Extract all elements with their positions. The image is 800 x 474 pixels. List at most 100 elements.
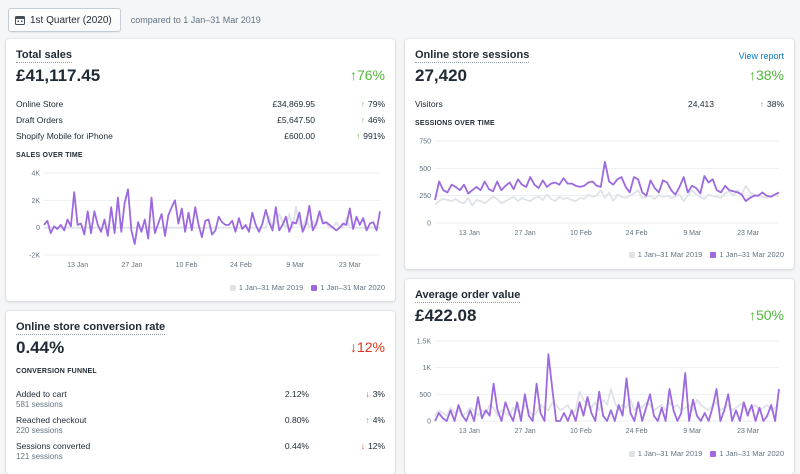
change-value: 3%	[372, 389, 385, 399]
x-tick-label: 13 Jan	[459, 428, 480, 435]
chart-subheading: SALES OVER TIME	[16, 152, 83, 159]
x-tick-label: 23 Mar	[339, 262, 361, 269]
funnel-step-sessions: 121 sessions	[16, 452, 63, 461]
change-value: 12%	[356, 339, 385, 355]
legend-previous: 1 Jan–31 Mar 2019	[229, 283, 304, 292]
legend-label: 1 Jan–31 Mar 2020	[719, 449, 784, 458]
compare-text: compared to 1 Jan–31 Mar 2019	[130, 15, 261, 25]
change-value: 76%	[356, 67, 385, 83]
arrow-down-icon: ↓	[360, 441, 365, 451]
series-line-current	[434, 160, 780, 202]
arrow-up-icon: ↑	[748, 67, 756, 83]
breakdown-value: £5,647.50	[277, 115, 315, 125]
card-title[interactable]: Online store sessions	[415, 49, 530, 63]
arrow-up-icon: ↑	[349, 67, 357, 83]
card-title[interactable]: Total sales	[16, 49, 73, 63]
aov-value: £422.08	[415, 306, 477, 325]
legend-label: 1 Jan–31 Mar 2019	[637, 250, 703, 259]
sales-over-time-chart: 4K 2K 0 -2K 13 Jan 27 Jan 10 Feb 24 Feb 9 Mar 23 …	[29, 171, 381, 269]
conversion-rate-card: Online store conversion rate 0.44% ↓12% …	[6, 311, 395, 474]
arrow-up-icon: ↑	[365, 415, 370, 425]
legend-previous: 1 Jan–31 Mar 2019	[628, 449, 702, 458]
arrow-up-icon: ↑	[356, 131, 361, 141]
funnel-step-change: ↓ 3%	[365, 389, 385, 399]
change-value: 991%	[363, 131, 385, 141]
x-tick-label: 10 Feb	[176, 262, 198, 269]
change-value: 79%	[367, 99, 385, 109]
change-value: 38%	[755, 67, 784, 83]
funnel-step-value: 2.12%	[284, 389, 309, 399]
sessions-over-time-chart: 750 500 250 0 13 Jan 27 Jan 10 Feb 24 Feb 9 Mar 2…	[419, 139, 780, 237]
x-tick-label: 9 Mar	[286, 262, 305, 269]
x-tick-label: 9 Mar	[683, 230, 702, 237]
average-order-value-card: Average order value £422.08 ↑50% 1.5K 1K 5…	[405, 279, 794, 474]
x-tick-label: 24 Feb	[230, 262, 252, 269]
series-line-previous	[434, 184, 780, 207]
total-sales-card: Total sales £41,117.45 ↑76% Online Store…	[6, 39, 395, 301]
aov-change: ↑50%	[749, 307, 784, 323]
change-value: 46%	[367, 115, 385, 125]
y-tick-label: 500	[419, 392, 431, 399]
arrow-up-icon: ↑	[748, 307, 756, 323]
visitors-label: Visitors	[415, 99, 443, 109]
x-tick-label: 13 Jan	[459, 230, 480, 237]
change-value: 4%	[372, 415, 385, 425]
breakdown-value: £600.00	[284, 131, 315, 141]
breakdown-change: ↑ 79%	[361, 99, 385, 109]
y-tick-label: 0	[427, 221, 431, 228]
visitors-value: 24,413	[688, 99, 714, 109]
card-title[interactable]: Online store conversion rate	[16, 321, 166, 335]
funnel-step-sessions: 581 sessions	[16, 400, 63, 409]
view-report-link[interactable]: View report	[738, 51, 784, 61]
x-tick-label: 27 Jan	[515, 428, 536, 435]
legend-previous: 1 Jan–31 Mar 2019	[628, 250, 703, 259]
funnel-step-label: Reached checkout	[16, 415, 87, 425]
breakdown-label: Online Store	[16, 99, 64, 109]
funnel-subheading: CONVERSION FUNNEL	[16, 368, 97, 375]
legend-label: 1 Jan–31 Mar 2020	[719, 250, 784, 259]
total-sales-value: £41,117.45	[16, 66, 101, 85]
conversion-value: 0.44%	[16, 338, 65, 357]
sessions-card: Online store sessions View report 27,420…	[405, 39, 794, 269]
x-tick-label: 24 Feb	[626, 428, 648, 435]
chart-subheading: SESSIONS OVER TIME	[415, 120, 495, 127]
chart-legend: 1 Jan–31 Mar 2019 1 Jan–31 Mar 2020	[621, 449, 784, 458]
arrow-down-icon: ↓	[365, 389, 370, 399]
y-tick-label: -2K	[29, 253, 40, 260]
y-tick-label: 0	[427, 419, 431, 426]
x-tick-label: 13 Jan	[67, 262, 88, 269]
arrow-up-icon: ↑	[360, 99, 365, 109]
funnel-step-value: 0.44%	[284, 441, 309, 451]
change-value: 38%	[766, 99, 784, 109]
funnel-step-change: ↑ 4%	[365, 415, 385, 425]
card-title[interactable]: Average order value	[415, 289, 521, 303]
y-tick-label: 4K	[31, 171, 40, 178]
x-tick-label: 24 Feb	[626, 230, 648, 237]
x-tick-label: 27 Jan	[515, 230, 536, 237]
legend-current: 1 Jan–31 Mar 2020	[710, 449, 784, 458]
x-tick-label: 23 Mar	[737, 230, 759, 237]
y-tick-label: 0	[36, 225, 40, 232]
funnel-step-label: Sessions converted	[16, 441, 91, 451]
x-tick-label: 10 Feb	[570, 230, 592, 237]
aov-over-time-chart: 1.5K 1K 500 0 13 Jan 27 Jan 10 Feb 24 Feb 9 Mar 2…	[417, 339, 780, 435]
conversion-change: ↓12%	[350, 339, 385, 355]
legend-label: 1 Jan–31 Mar 2020	[320, 283, 385, 292]
y-tick-label: 750	[419, 139, 431, 146]
series-line-current	[434, 353, 780, 422]
x-tick-label: 10 Feb	[570, 428, 592, 435]
arrow-down-icon: ↓	[349, 339, 357, 355]
total-sales-change: ↑76%	[350, 67, 385, 83]
y-tick-label: 1K	[422, 365, 431, 372]
date-range-button[interactable]: 1st Quarter (2020)	[8, 8, 121, 32]
breakdown-change: ↑ 46%	[361, 115, 385, 125]
funnel-step-label: Added to cart	[16, 389, 67, 399]
breakdown-label: Shopify Mobile for iPhone	[16, 131, 113, 141]
y-tick-label: 250	[419, 193, 431, 200]
legend-label: 1 Jan–31 Mar 2019	[238, 283, 304, 292]
series-line-current	[43, 188, 381, 245]
x-tick-label: 23 Mar	[737, 428, 759, 435]
visitors-change: ↑ 38%	[760, 99, 784, 109]
breakdown-label: Draft Orders	[16, 115, 63, 125]
date-range-label: 1st Quarter (2020)	[30, 14, 112, 26]
